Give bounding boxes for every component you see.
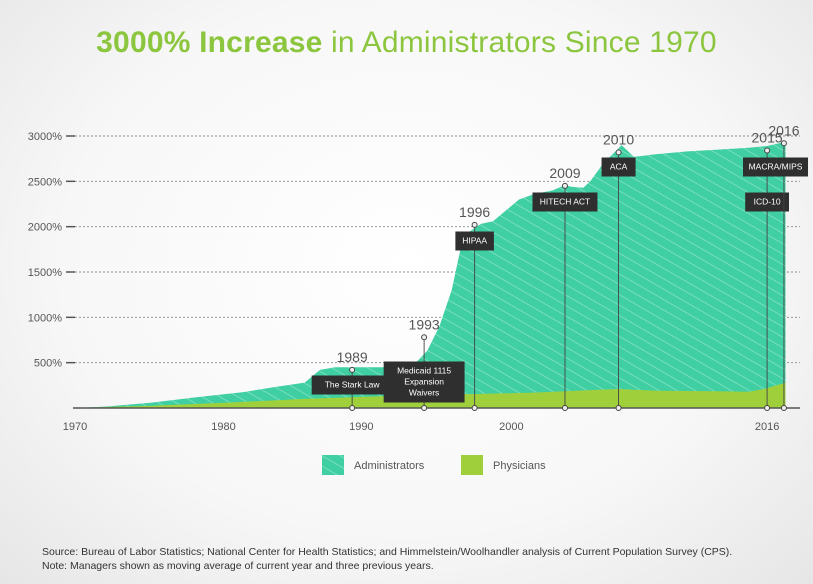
event-marker: 2010 ACA [601,131,636,411]
event-marker: 1996 HIPAA [455,204,494,411]
event-year-label: 1989 [337,349,368,365]
method-note: Note: Managers shown as moving average o… [42,560,434,572]
event-dot [471,221,478,228]
event-year-label: 1993 [409,316,440,332]
legend-label: Physicians [493,460,546,472]
legend-item: Administrators [322,455,425,475]
y-tick-label: 3000% [28,131,62,143]
event-marker: 2016 MACRA/MIPS [743,122,808,411]
event-label-box [532,192,598,212]
event-year-label: 2015 [752,130,783,146]
x-tick-label: 1980 [211,421,235,433]
event-label-text: MACRA/MIPS [749,162,803,172]
event-label-box [745,192,789,212]
y-tick-label: 1500% [28,267,62,279]
event-base-dot [349,405,356,411]
event-base-dot [421,405,428,411]
event-dot [561,182,568,189]
event-label-text: Medicaid 1115 [397,366,451,376]
event-label-text: HITECH ACT [540,197,591,207]
event-base-dot [615,405,622,411]
event-base-dot [780,405,787,411]
event-label-box [383,361,465,403]
y-tick-label: 2000% [28,222,62,234]
title-highlight: 3000% Increase [96,26,323,59]
x-tick-label: 2016 [755,421,779,433]
y-tick-label: 500% [34,358,62,370]
event-marker: 2015 ICD-10 [745,130,789,411]
event-marker: 1989 The Stark Law [311,349,393,411]
source-note: Source: Bureau of Labor Statistics; Nati… [42,546,733,558]
event-dot [764,147,771,154]
y-tick-label: 1000% [28,312,62,324]
event-year-label: 2009 [549,165,580,181]
legend-hatch [322,455,344,475]
event-year-label: 2010 [603,131,634,147]
event-base-dot [764,405,771,411]
event-label-text: Waivers [409,388,439,398]
event-dot [421,334,428,341]
event-label-box [311,375,393,395]
event-label-text: HIPAA [462,236,487,246]
legend-label: Administrators [354,460,425,472]
event-label-text: ICD-10 [754,197,781,207]
event-label-box [455,231,494,251]
event-year-label: 1996 [459,204,490,220]
event-dot [349,366,356,373]
event-label-box [743,157,808,177]
legend-item: Physicians [461,455,546,475]
series-hatch [75,141,786,408]
x-tick-label: 1970 [63,421,87,433]
event-marker: 2009 HITECH ACT [532,165,598,411]
y-tick-label: 2500% [28,176,62,188]
series-administrators [75,141,786,408]
chart-title: 3000% Increase in Administrators Since 1… [0,26,813,60]
event-dot [780,140,787,147]
event-base-dot [471,405,478,411]
event-year-label: 2016 [768,122,799,138]
event-dot [615,149,622,156]
event-label-text: Expansion [404,377,444,387]
event-base-dot [561,405,568,411]
event-label-text: The Stark Law [325,380,381,390]
x-tick-label: 2000 [499,421,523,433]
title-rest: in Administrators Since 1970 [322,26,717,59]
legend-swatch [461,455,483,475]
x-tick-label: 1990 [349,421,373,433]
event-label-text: ACA [610,162,628,172]
event-label-box [601,157,636,177]
